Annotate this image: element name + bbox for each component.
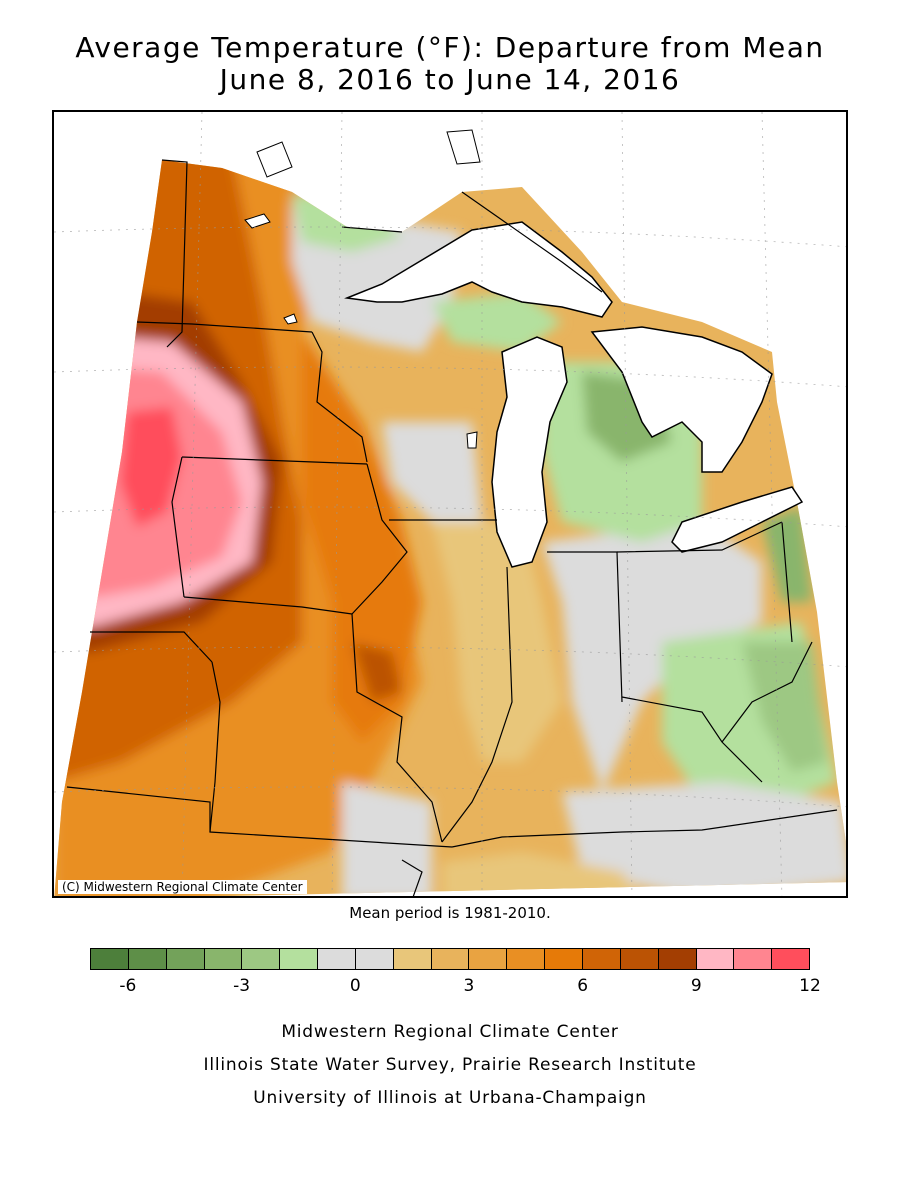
legend-swatch <box>355 949 394 969</box>
legend-swatch <box>242 949 281 969</box>
legend-swatch <box>431 949 470 969</box>
legend-swatch <box>658 949 697 969</box>
legend-tick-label: 9 <box>690 976 702 996</box>
map-credit: (C) Midwestern Regional Climate Center <box>58 880 307 894</box>
footer-line1: Midwestern Regional Climate Center <box>281 1022 619 1042</box>
legend-tick-label: 3 <box>463 976 475 996</box>
legend-swatch <box>91 949 129 969</box>
shaded-departure-field <box>54 160 846 896</box>
great-lakes <box>344 221 804 568</box>
legend-swatch <box>734 949 773 969</box>
legend-tick-labels: -6 -3 0 3 6 9 12 <box>90 976 820 1000</box>
legend-swatch <box>507 949 546 969</box>
legend-swatch <box>128 949 167 969</box>
footer-line2: Illinois State Water Survey, Prairie Res… <box>203 1055 697 1075</box>
legend-swatch <box>318 949 356 969</box>
legend-swatch <box>772 949 810 969</box>
legend-tick-label: -3 <box>233 976 251 996</box>
map-title-line1: Average Temperature (°F): Departure from… <box>75 31 825 64</box>
legend-swatch <box>696 949 735 969</box>
map-title-line2: June 8, 2016 to June 14, 2016 <box>219 63 681 96</box>
legend-swatch <box>393 949 432 969</box>
legend-tick-label: -6 <box>119 976 137 996</box>
legend-tick-label: 12 <box>799 976 821 996</box>
mean-period-note: Mean period is 1981-2010. <box>349 904 551 922</box>
temperature-departure-map <box>54 112 846 896</box>
lake-islands <box>244 129 481 449</box>
legend-tick-label: 0 <box>349 976 361 996</box>
legend-swatch <box>469 949 508 969</box>
color-legend <box>90 948 810 970</box>
legend-swatch <box>280 949 319 969</box>
graticule <box>54 112 846 896</box>
footer-line3: University of Illinois at Urbana-Champai… <box>253 1088 647 1108</box>
state-boundaries <box>66 159 838 896</box>
legend-swatch <box>620 949 659 969</box>
legend-swatch <box>545 949 583 969</box>
legend-swatch <box>204 949 243 969</box>
legend-tick-label: 6 <box>577 976 589 996</box>
legend-swatch <box>582 949 621 969</box>
legend-swatch <box>166 949 205 969</box>
map-panel: (C) Midwestern Regional Climate Center <box>52 110 848 898</box>
